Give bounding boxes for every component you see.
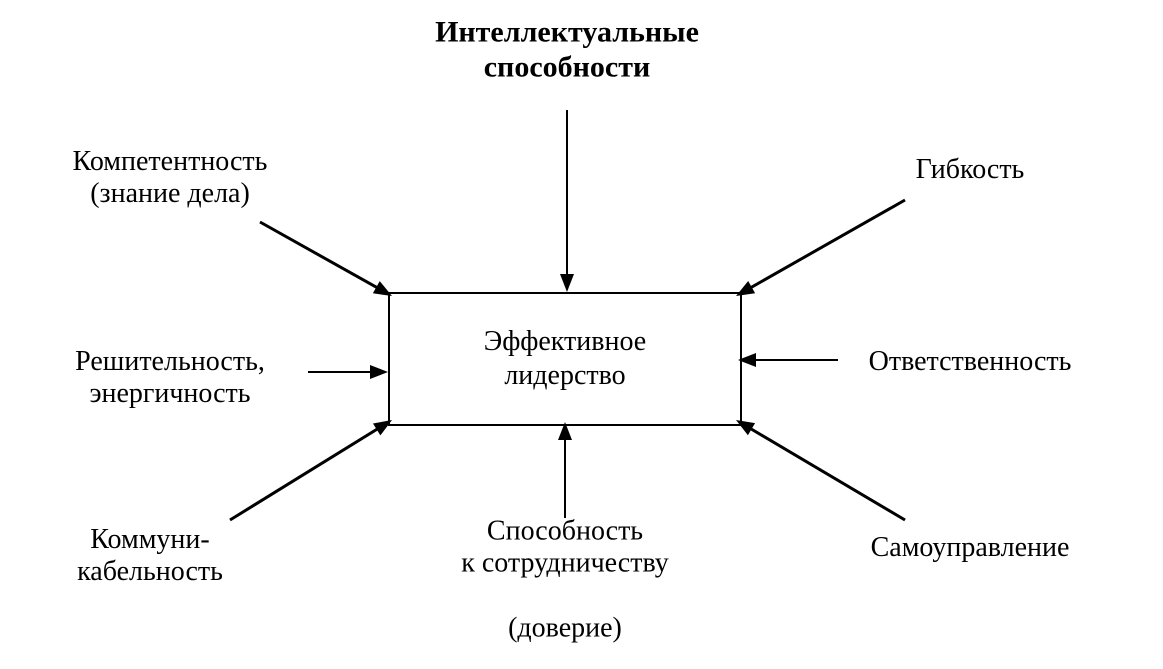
node-responsibility-label: Ответственность [869, 346, 1072, 377]
diagram-canvas: Эффективное лидерство Интеллектуальные с… [0, 0, 1163, 669]
node-flexibility: Гибкость [916, 154, 1025, 186]
node-intellect-label: Интеллектуальные способности [435, 16, 699, 84]
node-cooperation-label: Способность к сотрудничеству (доверие) [461, 516, 668, 644]
center-node: Эффективное лидерство [388, 292, 742, 426]
node-selfmanagement: Самоуправление [871, 532, 1070, 564]
node-selfmanagement-label: Самоуправление [871, 532, 1070, 563]
node-intellect: Интеллектуальные способности [435, 16, 699, 85]
node-competence: Компетентность (знание дела) [73, 146, 268, 210]
node-competence-label: Компетентность (знание дела) [73, 146, 268, 209]
node-cooperation: Способность к сотрудничеству (доверие) [461, 516, 668, 645]
center-node-label: Эффективное лидерство [484, 325, 646, 392]
node-responsibility: Ответственность [869, 346, 1072, 378]
node-communicability-label: Коммуни- кабельность [77, 524, 223, 587]
node-flexibility-label: Гибкость [916, 154, 1025, 185]
node-decisive: Решительность, энергичность [75, 346, 265, 410]
node-communicability: Коммуни- кабельность [77, 524, 223, 588]
node-decisive-label: Решительность, энергичность [75, 346, 265, 409]
